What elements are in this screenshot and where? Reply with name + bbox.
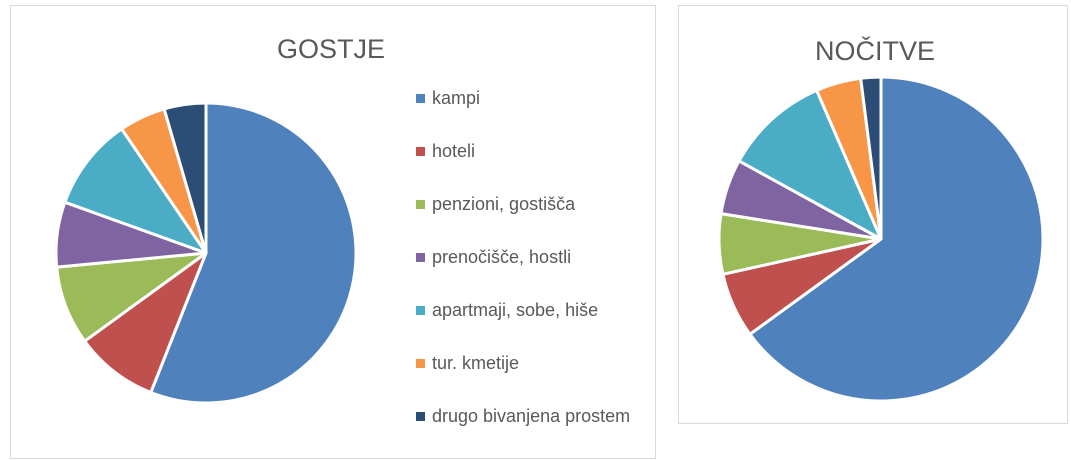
legend-label: drugo bivanjena prostem <box>432 406 631 426</box>
legend-item: kampi <box>416 86 656 139</box>
legend-label: prenočišče, hostli <box>432 247 572 267</box>
chart-panel: NOČITVE <box>678 5 1068 424</box>
pie-slice <box>737 88 883 241</box>
legend-item: apartmaji, sobe, hiše <box>416 298 656 351</box>
legend-item: drugo bivanjena prostem <box>416 404 656 457</box>
legend-swatch <box>416 253 425 262</box>
legend-swatch <box>416 359 425 368</box>
legend-swatch <box>416 412 425 421</box>
chart: NOČITVE <box>717 35 1045 403</box>
legend-item: tur. kmetije <box>416 351 656 404</box>
pie-slice <box>63 127 208 255</box>
legend-label: penzioni, gostišča <box>432 194 576 214</box>
legend-label: hoteli <box>432 141 476 161</box>
legend-label: kampi <box>432 88 481 108</box>
legend-item: prenočišče, hostli <box>416 245 656 298</box>
legend-item: penzioni, gostišča <box>416 192 656 245</box>
legend-label: apartmaji, sobe, hiše <box>432 300 599 320</box>
legend-swatch <box>416 306 425 315</box>
pie-slice <box>149 101 358 405</box>
legend-swatch <box>416 200 425 209</box>
legend-swatch <box>416 147 425 156</box>
legend-label: tur. kmetije <box>432 353 520 373</box>
chart-title: GOSTJE <box>277 34 385 64</box>
chart-panel: GOSTJE kampi hoteli penzioni, gostišča pren… <box>10 5 656 459</box>
pie-slice <box>748 75 1045 403</box>
pie-slice <box>859 75 883 241</box>
pie-slice <box>83 251 208 394</box>
legend-item: hoteli <box>416 139 656 192</box>
pie-slice <box>162 101 208 255</box>
legend: kampi hoteli penzioni, gostišča prenočišče,… <box>416 86 656 457</box>
chart: GOSTJE <box>54 34 385 405</box>
legend-swatch <box>416 94 425 103</box>
chart-title: NOČITVE <box>815 35 935 66</box>
